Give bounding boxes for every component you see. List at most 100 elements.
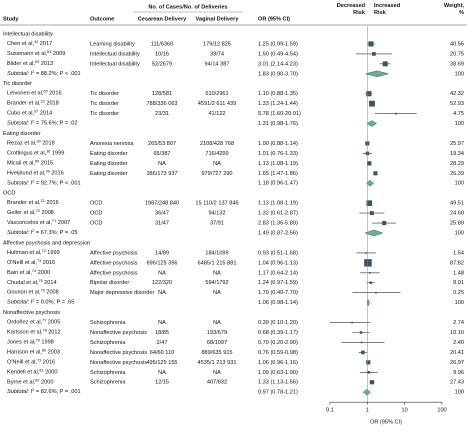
cesarean-count: 265/53 807 — [148, 141, 176, 147]
study-author: Chudal et al, — [7, 280, 39, 286]
weight: 87.82 — [450, 260, 464, 266]
subtotal-sup: 2 — [32, 179, 34, 183]
outcome: Nonaffective psychosis — [90, 350, 147, 356]
cesarean-count: 14/89 — [155, 250, 169, 256]
study-year: 2018 — [46, 101, 58, 107]
outcome: Tic disorder — [90, 111, 119, 117]
study-year: 1998 — [41, 340, 53, 346]
or-ci: 0.76 (0.59-0.98) — [258, 350, 298, 356]
weight: 38.69 — [450, 61, 464, 67]
weight: 100 — [455, 181, 464, 187]
study-square — [369, 100, 375, 107]
study-label: Chen et al,42 2017 — [7, 40, 52, 47]
cesarean-count: 495/125 155 — [146, 360, 177, 366]
weight: 8.91 — [453, 280, 464, 286]
study-label: Harrison et al,80 2003 — [7, 348, 60, 355]
study-year: 2014 — [40, 111, 52, 117]
weight: 42.32 — [450, 91, 464, 97]
outcome: OCD — [90, 211, 102, 217]
study-author: Harrison et al, — [7, 350, 42, 356]
study-year: 1999 — [47, 250, 59, 256]
study-square — [369, 211, 374, 216]
or-ci: 3.01 (2.14-4.23) — [258, 61, 298, 67]
weight: 25.97 — [450, 141, 464, 147]
study-square — [369, 281, 373, 284]
weight: 2.74 — [453, 320, 464, 326]
study-ref: 76 — [41, 289, 45, 293]
study-square — [394, 112, 397, 115]
study-label: Ordoñez et al,77 2005 — [7, 319, 60, 326]
vaginal-count: 594/1792 — [205, 280, 228, 286]
outcome: Schizophrenia — [90, 340, 126, 346]
vaginal-count: 94/132 — [208, 211, 225, 217]
weight-header-line: % — [459, 10, 464, 16]
outcome: Affective psychosis — [90, 250, 138, 256]
vaginal-count: 15 110/2 137 846 — [195, 201, 238, 207]
or-ci: 1.50 (0.49-4.54) — [258, 51, 298, 57]
or-ci: 0.93 (0.51-1.68) — [258, 250, 298, 256]
study-author: O'Neill et al, — [7, 260, 37, 266]
study-label: Leivonen et al,65 2016 — [7, 90, 62, 97]
vaginal-count: 6485/1 215 881 — [198, 260, 237, 266]
weight: 1.54 — [453, 250, 464, 256]
study-ref: 63 — [35, 60, 39, 64]
study-year: 2018 — [42, 141, 54, 147]
outcome: OCD — [90, 201, 102, 207]
study-ref: 22 — [41, 100, 45, 104]
vaginal-count: NA — [213, 370, 221, 376]
or-ci: 1.83 (0.90-3.70) — [258, 71, 298, 77]
subtotal-sup: 2 — [32, 388, 34, 392]
study-year: 2008 — [46, 290, 58, 296]
vaginal-count: 4591/2 611 439 — [198, 101, 236, 107]
weight: 26.39 — [450, 171, 464, 177]
or-ci: 1.70 (0.40-7.70) — [258, 290, 298, 296]
or-ci: 1.32 (0.61-2.87) — [258, 211, 298, 217]
study-ref: 75 — [38, 279, 42, 283]
subtotal-label: Subtotal: I2 = 88.2%; P < .001 — [7, 70, 81, 77]
outcome: Learning disability — [90, 41, 135, 47]
vaginal-count: 4535/1 213 931 — [198, 360, 237, 366]
weight: 40.56 — [450, 41, 464, 47]
subtotal-lead: Subtotal: I — [7, 121, 33, 127]
study-label: Rezaz et al,30 2018 — [7, 139, 55, 146]
outcome: Major depressive disorder — [90, 290, 154, 296]
or-ci: 1.13 (1.08-1.19) — [258, 161, 298, 167]
or-ci: 1.06 (0.96-1.16) — [258, 360, 298, 366]
study-year: 1999 — [52, 151, 64, 157]
or-ci: 1.06 (0.98-1.14) — [258, 300, 298, 306]
study-year: 2000 — [41, 380, 53, 386]
study-ref: 66 — [35, 159, 39, 163]
weight: 100 — [455, 121, 464, 127]
study-year: 2014 — [44, 280, 56, 286]
decreased-header-line: Risk — [353, 10, 366, 16]
or-ci: 1.25 (0.99-1.59) — [258, 41, 298, 47]
vaginal-count: 184/1099 — [205, 250, 228, 256]
or-ci: 1.49 (0.87-2.56) — [258, 230, 298, 236]
subtotal-label: Subtotal: I2 = 75.6%; P = .02 — [7, 120, 77, 127]
vaginal-count: 610/2961 — [205, 91, 228, 97]
outcome: Nonaffective psychosis — [90, 330, 147, 336]
cases-header: No. of Cases/No. of Deliveries — [148, 4, 227, 10]
study-label: Brander et al,21 2016 — [7, 199, 59, 206]
study-label: Brander et al,22 2018 — [7, 100, 59, 107]
study-square — [360, 341, 363, 344]
study-year: 2016 — [49, 91, 61, 97]
study-author: Vasconcelos et al, — [7, 221, 52, 227]
study-square — [372, 52, 376, 56]
study-label: Kendell et al,81 2000 — [7, 368, 58, 375]
study-ref: 30 — [37, 139, 41, 143]
study-square — [373, 171, 378, 176]
study-year: 2016 — [43, 260, 55, 266]
vaginal-count: 407/832 — [207, 380, 227, 386]
vaginal-header: Vaginal Delivery — [196, 16, 240, 22]
study-square — [368, 41, 374, 47]
subtotal-rest: = 67.3%; P = .05 — [34, 230, 77, 236]
study-square — [366, 91, 372, 97]
subtotal-lead: Subtotal: I — [7, 71, 33, 77]
cesarean-count: 788/336 063 — [146, 101, 177, 107]
subtotal-label: Subtotal: I2 = 92.7%; P < .001 — [7, 179, 81, 186]
cesarean-count: NA — [158, 370, 166, 376]
weight: 9.96 — [453, 370, 464, 376]
cesarean-count: 10/16 — [155, 51, 169, 57]
study-label: Hvelplund et al,26 2016 — [7, 169, 64, 176]
